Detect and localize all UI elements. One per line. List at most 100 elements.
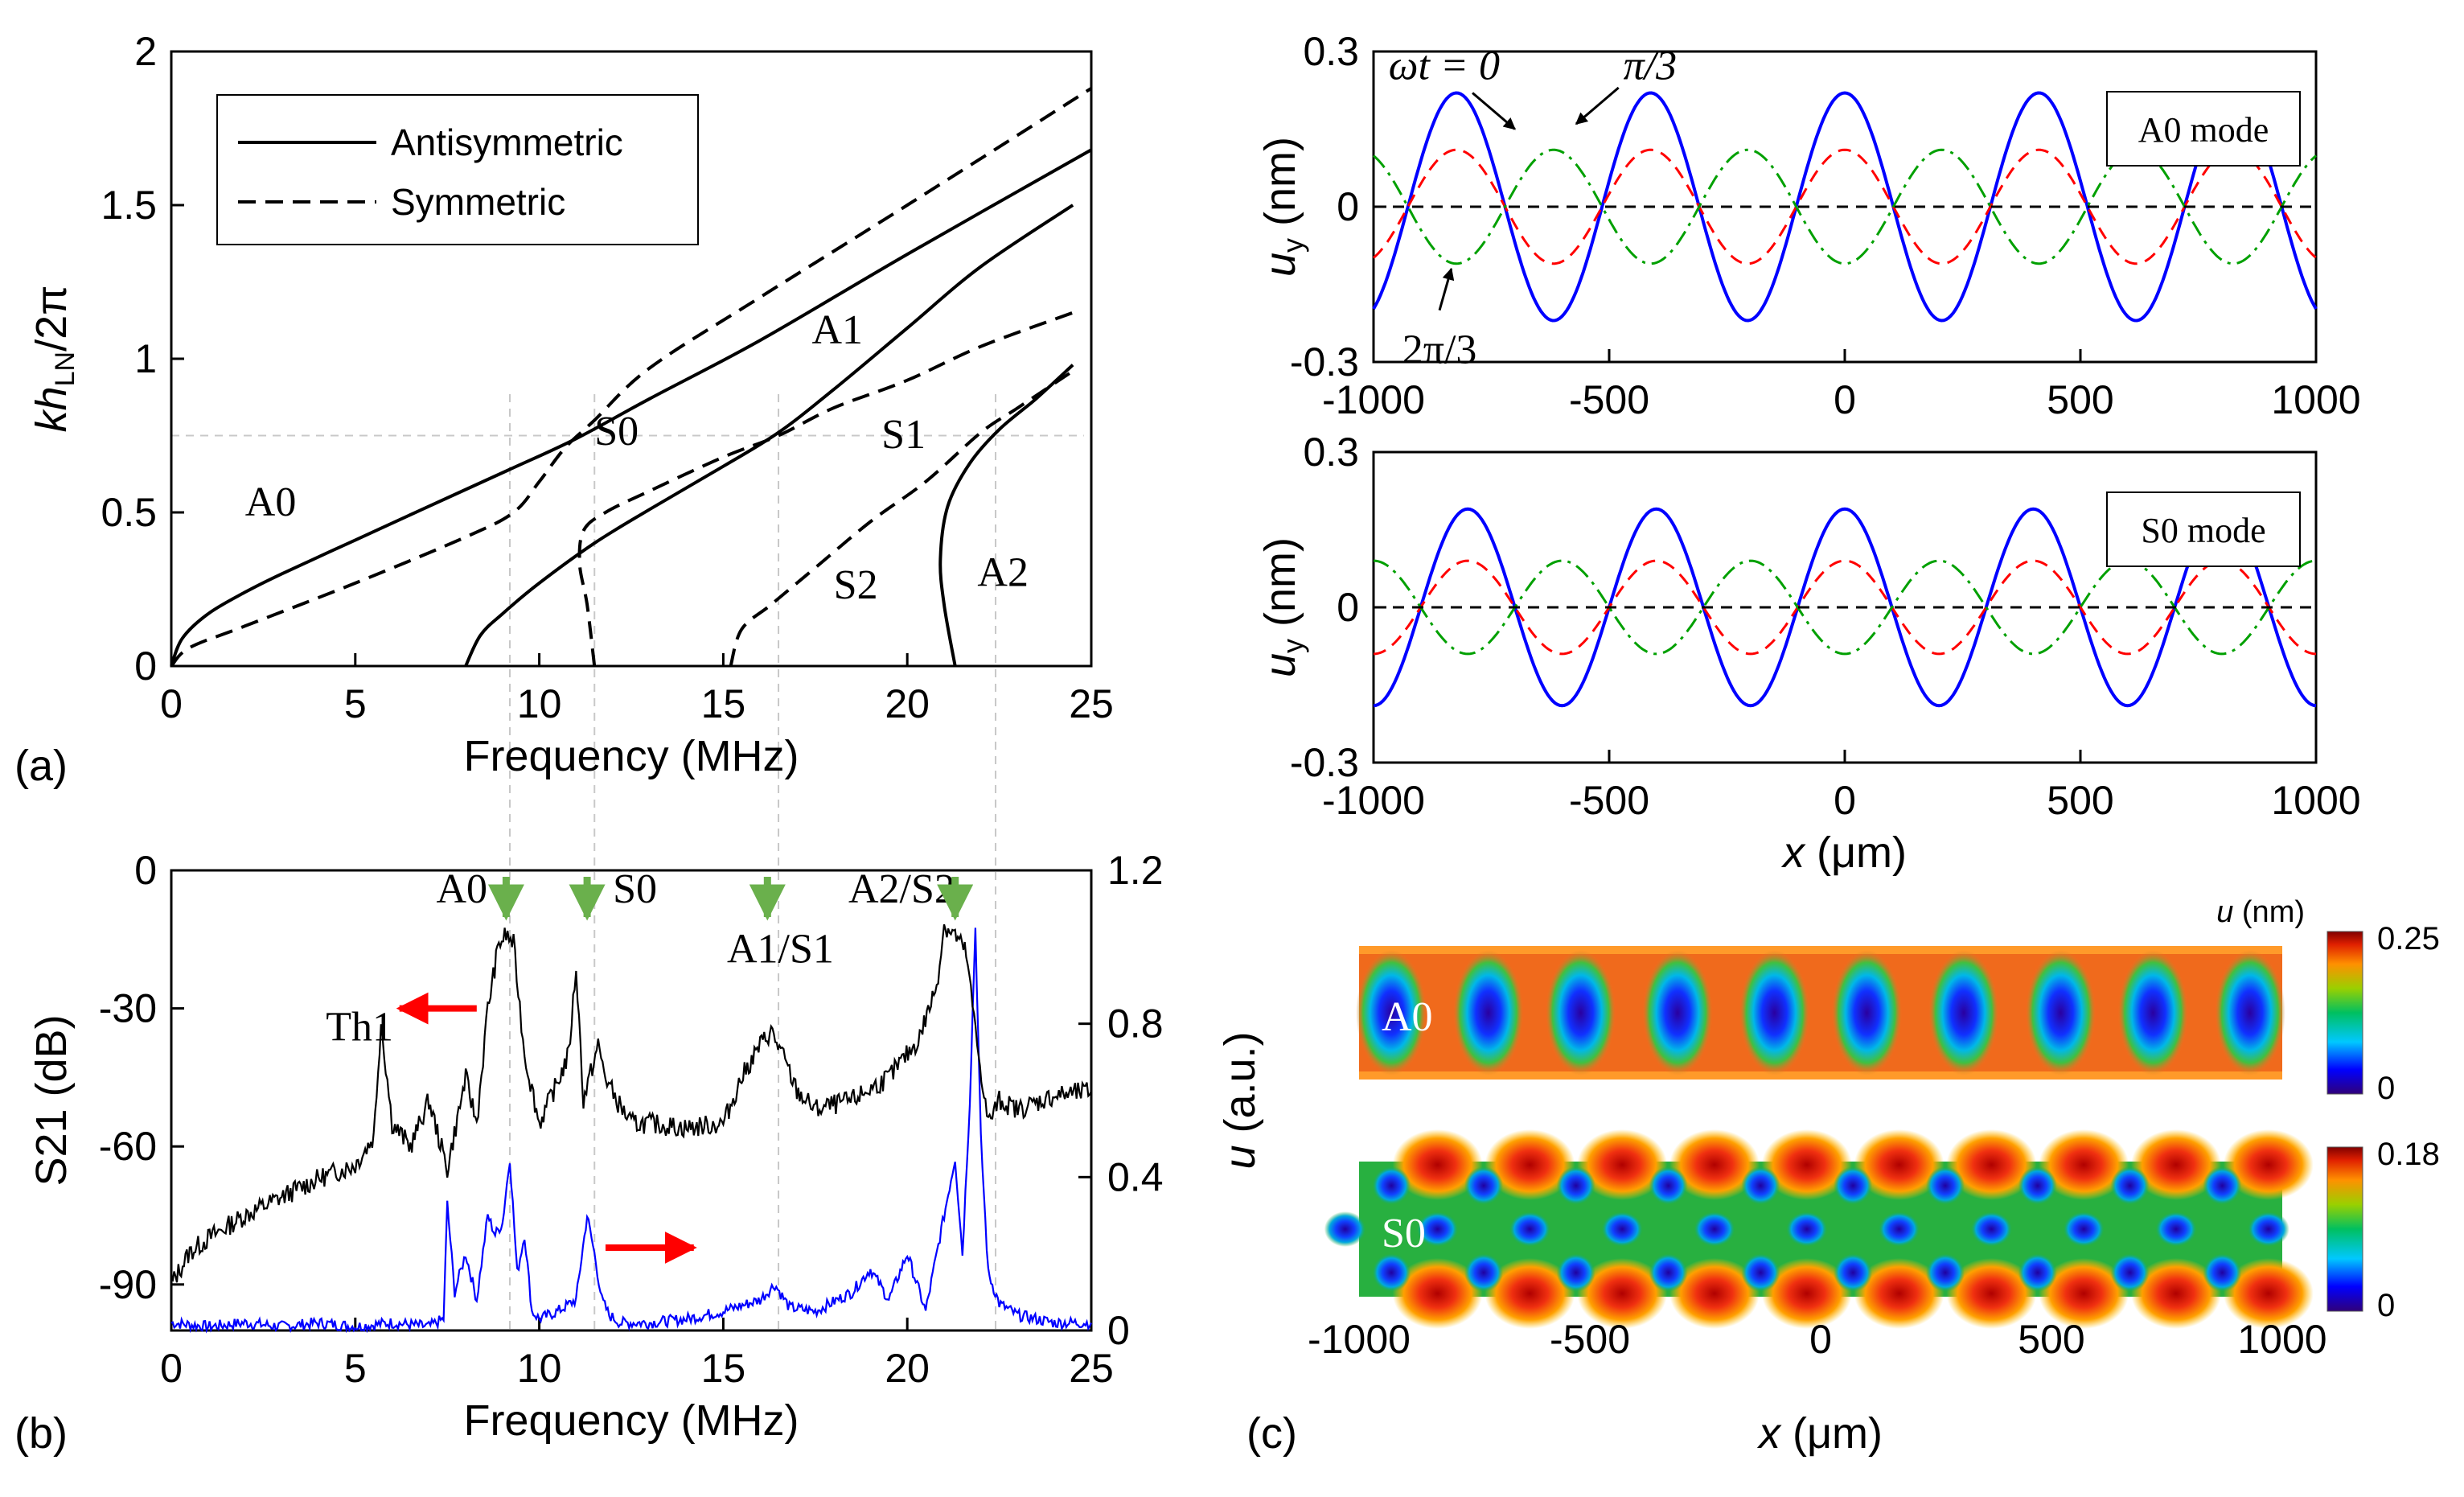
mode-label: S0 [613, 866, 657, 912]
x-tick-label: 20 [885, 681, 930, 726]
heatmap-spot-top-2 [1556, 1166, 1595, 1205]
heatmap-spot-bottom-8 [2110, 1253, 2150, 1292]
heatmap-spot-top-8 [2110, 1166, 2150, 1205]
heatmap-lobe-top-1 [1485, 1129, 1575, 1200]
panel-a0-displacement-plot: -1000 -500 0 500 1000 0.3 0 -0.3 uy (nm) A0 mode ω… [1256, 29, 2361, 422]
y-right-tick-label: 0.4 [1107, 1154, 1164, 1199]
y-label-part: /2π [27, 286, 76, 352]
mode-box [2106, 91, 2301, 167]
a0-wave-0 [1372, 91, 2318, 323]
panel-a-dispersion-plot: 0 5 10 15 20 25 0 0.5 1 1.5 2 Frequency (MHz) khLN/2… [14, 29, 1114, 790]
x-label-part: (μm) [1805, 829, 1907, 877]
phase-arrow-0 [1472, 92, 1516, 130]
plot-frame [170, 869, 1093, 1332]
x-tick-label: 500 [2047, 778, 2113, 823]
legend-entry: Antisymmetric [391, 121, 623, 163]
heatmap-lobe-bottom-7 [2039, 1258, 2129, 1329]
heatmap-edge [1359, 946, 2282, 954]
y-left-axis-label: S21 (dB) [27, 1014, 76, 1186]
x-tick-label: 25 [1069, 681, 1114, 726]
legend: Antisymmetric Symmetric [216, 94, 699, 245]
heatmap-spot-6 [1928, 950, 1999, 1075]
heatmap-spot-mid-7 [1970, 1211, 2013, 1247]
heatmap-spot-bottom-1 [1464, 1253, 1503, 1292]
heatmap-a0: A0 0.25 0 [1356, 921, 2440, 1106]
x-tick-label: 10 [517, 1346, 562, 1391]
heatmap-lobe-bottom-2 [1577, 1258, 1668, 1329]
curve-label-s2: S2 [834, 562, 878, 608]
heatmap-lobe-bottom-5 [1854, 1258, 1945, 1329]
heatmap-spot-7 [2025, 950, 2096, 1075]
legend-entry: Symmetric [391, 181, 565, 223]
x-tick-label: -1000 [1322, 778, 1425, 823]
s0-wave-0 [1373, 507, 2317, 708]
heatmap-spot-bottom-4 [1741, 1253, 1780, 1292]
y-right-tick-label: 0 [1107, 1308, 1130, 1353]
x-tick-label: 0 [1834, 778, 1856, 823]
heatmap-spot-bottom-5 [1834, 1253, 1873, 1292]
curve-label-a2: A2 [977, 550, 1029, 596]
y-tick-label: 0 [134, 644, 157, 689]
s0-wave-1 [1373, 559, 2317, 656]
heatmap-spot-9 [2214, 950, 2285, 1075]
x-tick-label: -500 [1569, 778, 1649, 823]
curve-a2 [938, 364, 1074, 667]
y-tick-label: 1 [134, 336, 157, 381]
mode-box-label: A0 mode [2138, 110, 2269, 150]
x-tick-label: 10 [517, 681, 562, 726]
heatmap-lobe-top-5 [1854, 1129, 1945, 1200]
s0-wave-2 [1373, 559, 2317, 656]
heatmap-spot-3 [1642, 950, 1714, 1075]
panel-c-heatmaps: A0 0.25 0 S0 0.18 0 u (nm) -1000 -500 0 500 1000 x (… [1246, 895, 2440, 1458]
y-tick-label: 0.5 [101, 490, 157, 535]
panel-b-transmission-plot: 0 5 10 15 20 250-30-60-9000.40.81.2Frequency … [14, 848, 1264, 1458]
heatmap-spot-mid-8 [2063, 1211, 2105, 1247]
panel-label: (b) [14, 1409, 68, 1458]
x-tick-label: -1000 [1308, 1317, 1411, 1362]
heatmap-lobe-top-6 [1946, 1129, 2037, 1200]
heatmap-spot-mid-4 [1693, 1211, 1735, 1247]
y-left-tick-label: -60 [99, 1124, 157, 1169]
heatmap-spot-top-7 [2018, 1166, 2057, 1205]
y-tick-label: 0 [1337, 585, 1359, 630]
heatmap-lobe-top-7 [2039, 1129, 2129, 1200]
x-tick-label: -500 [1569, 377, 1649, 422]
heatmap-spot-mid-2 [1509, 1211, 1551, 1247]
mode-label: A1/S1 [727, 926, 834, 972]
panel-s0-displacement-plot: -1000 -500 0 500 1000 0.3 0 -0.3 uy (nm) x (μm) S0… [1256, 430, 2361, 877]
x-tick-label: 500 [2018, 1317, 2084, 1362]
x-label-part: x [1780, 829, 1806, 877]
y-tick-label: 0.3 [1303, 430, 1359, 475]
heatmap-spot-bottom-9 [2203, 1253, 2242, 1292]
x-tick-label: 0 [160, 1346, 183, 1391]
panel-label: (c) [1246, 1409, 1297, 1458]
heatmap-spot-top-6 [1925, 1166, 1965, 1205]
x-tick-label: -1000 [1322, 377, 1425, 422]
y-right-tick-label: 1.2 [1107, 848, 1164, 893]
reference-guides [171, 394, 1084, 1330]
y-label-subscript: LN [50, 352, 80, 386]
heatmap-spot-bottom-3 [1649, 1253, 1688, 1292]
heatmap-spot-mid-9 [2154, 1211, 2197, 1247]
y-label-part: u [1216, 1145, 1264, 1170]
mode-label: A0 [436, 866, 487, 912]
colorbar-min-label: 0 [2377, 1288, 2395, 1323]
heatmap-spot-bottom-0 [1372, 1253, 1411, 1292]
heatmap-label: A0 [1382, 994, 1433, 1040]
colorbar-min-label: 0 [2377, 1071, 2395, 1106]
curve-a0 [170, 148, 1092, 667]
colorbar-title-part: (nm) [2233, 895, 2305, 929]
colorbar [2326, 931, 2363, 1095]
x-axis-label: Frequency (MHz) [463, 732, 799, 780]
curve-label-a0: A0 [245, 479, 297, 525]
curve-s1 [577, 311, 1074, 667]
y-label-part: (nm) [1256, 537, 1304, 639]
mode-label: A2/S2 [848, 866, 955, 912]
x-tick-label: 5 [344, 1346, 367, 1391]
y-left-tick-label: -30 [99, 986, 157, 1031]
y-tick-label: -0.3 [1290, 740, 1359, 785]
x-tick-label: 1000 [2271, 377, 2360, 422]
a0-wave-1 [1372, 148, 2318, 265]
series-s21-black [170, 923, 1092, 1283]
curve-s2 [729, 369, 1074, 667]
